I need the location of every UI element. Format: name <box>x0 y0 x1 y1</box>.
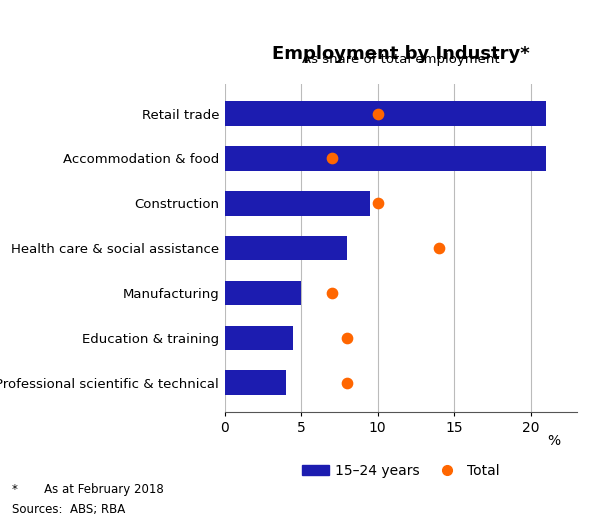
Bar <box>225 370 286 395</box>
Bar <box>225 326 293 350</box>
Point <box>342 379 352 387</box>
Point <box>434 244 444 252</box>
Title: Employment by Industry*: Employment by Industry* <box>272 45 529 63</box>
Legend: 15–24 years, Total: 15–24 years, Total <box>296 458 505 483</box>
Text: Sources:  ABS; RBA: Sources: ABS; RBA <box>12 503 126 516</box>
Bar <box>225 101 546 126</box>
Point <box>327 154 337 163</box>
Bar <box>225 281 301 305</box>
Point <box>327 289 337 297</box>
Text: As share of total employment: As share of total employment <box>302 53 500 67</box>
Bar <box>225 191 370 215</box>
Text: *       As at February 2018: * As at February 2018 <box>12 483 164 496</box>
Text: %: % <box>547 434 560 448</box>
Bar <box>225 146 546 171</box>
Point <box>373 109 382 118</box>
Point <box>342 334 352 342</box>
Point <box>373 199 382 208</box>
Bar <box>225 236 347 260</box>
